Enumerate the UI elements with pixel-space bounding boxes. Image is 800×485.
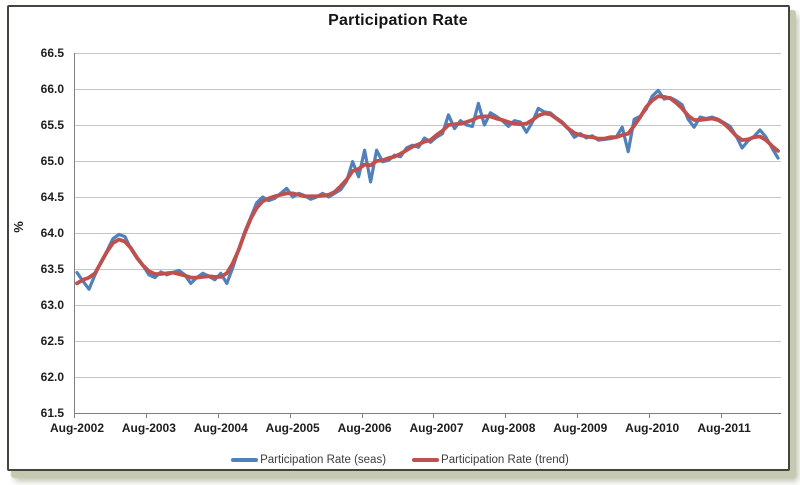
legend-item-seas: Participation Rate (seas) bbox=[231, 453, 386, 467]
x-axis-tick-label: Aug-2011 bbox=[697, 421, 751, 435]
x-axis-tick-label: Aug-2010 bbox=[625, 421, 680, 435]
chart-legend: Participation Rate (seas) Participation … bbox=[0, 451, 800, 469]
y-axis-tick-label: 63.5 bbox=[40, 262, 64, 276]
y-axis-tick-label: 64.5 bbox=[40, 190, 64, 204]
x-axis-tick-label: Aug-2002 bbox=[49, 421, 104, 435]
series-line-trend bbox=[75, 94, 780, 286]
series-line-seas bbox=[75, 88, 780, 291]
legend-label-trend: Participation Rate (trend) bbox=[441, 454, 569, 466]
y-axis-tick-label: 61.5 bbox=[40, 406, 64, 420]
y-axis-tick-label: 66.0 bbox=[40, 82, 64, 96]
y-axis-tick-label: 63.0 bbox=[40, 298, 64, 312]
x-axis-tick-label: Aug-2008 bbox=[481, 421, 536, 435]
y-axis-tick-label: 65.5 bbox=[40, 118, 64, 132]
y-axis-tick-label: 62.5 bbox=[40, 334, 64, 348]
legend-swatch-trend-line bbox=[412, 458, 440, 462]
x-axis-tick-label: Aug-2009 bbox=[553, 421, 608, 435]
legend-swatch-seas-line bbox=[231, 458, 259, 462]
x-axis-tick-label: Aug-2003 bbox=[121, 421, 176, 435]
y-axis-tick-label: 62.0 bbox=[40, 370, 64, 384]
y-axis-tick-label: 66.5 bbox=[40, 46, 64, 60]
screenshot-frame bbox=[7, 5, 790, 471]
legend-item-trend: Participation Rate (trend) bbox=[412, 453, 569, 467]
chart-title: Participation Rate bbox=[328, 12, 468, 29]
x-axis-tick-label: Aug-2004 bbox=[193, 421, 248, 435]
x-axis-tick-label: Aug-2005 bbox=[265, 421, 320, 435]
y-axis-tick-label: 64.0 bbox=[40, 226, 64, 240]
x-axis-tick-label: Aug-2007 bbox=[409, 421, 464, 435]
x-axis-tick-label: Aug-2006 bbox=[337, 421, 392, 435]
y-axis-tick-label: 65.0 bbox=[40, 154, 64, 168]
legend-label-seas: Participation Rate (seas) bbox=[260, 454, 387, 466]
